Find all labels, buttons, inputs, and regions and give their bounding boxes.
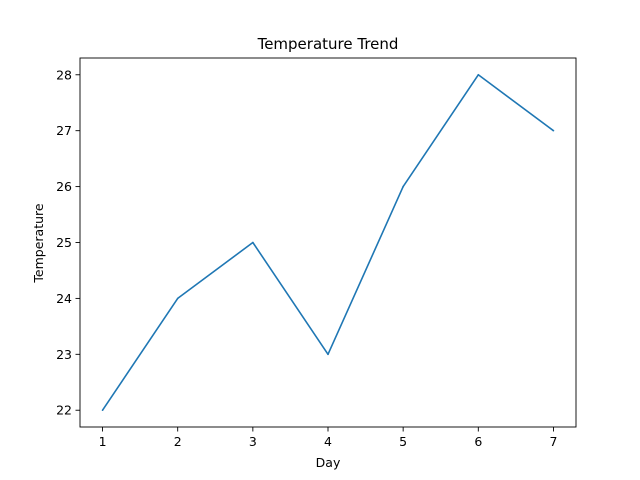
x-tick-label: 5 [399,434,407,449]
x-tick-label: 2 [174,434,182,449]
data-point [101,409,104,412]
y-tick-label: 26 [56,179,72,194]
y-tick-label: 28 [56,67,72,82]
x-tick-label: 4 [324,434,332,449]
data-point [327,353,329,356]
chart-title: Temperature Trend [257,35,399,53]
data-point [552,129,555,132]
y-tick-label: 27 [56,123,72,138]
series-layer [101,73,555,412]
data-point [477,73,480,76]
data-point [176,297,179,300]
x-tick-label: 1 [99,434,107,449]
x-tick-label: 7 [549,434,557,449]
data-point [252,241,254,244]
y-axis-ticks: 22 23 24 25 26 27 28 [56,67,80,418]
x-axis-ticks: 1 2 3 4 5 6 7 [99,427,557,449]
y-tick-label: 25 [56,235,72,250]
y-tick-label: 23 [56,347,72,362]
x-tick-label: 3 [249,434,257,449]
x-axis-label: Day [316,455,341,470]
y-axis-label: Temperature [31,203,46,283]
data-point [402,185,404,188]
y-tick-label: 22 [56,403,72,418]
y-tick-label: 24 [56,291,72,306]
x-tick-label: 6 [474,434,482,449]
